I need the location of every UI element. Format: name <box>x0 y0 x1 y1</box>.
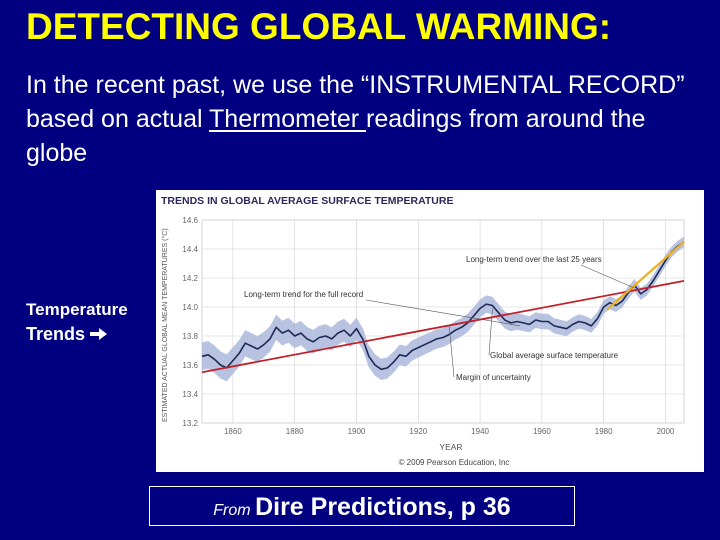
annotation-uncertainty: Margin of uncertainty <box>456 373 531 382</box>
body-paragraph: In the recent past, we use the “INSTRUME… <box>26 68 706 170</box>
x-tick-label: 1880 <box>286 427 304 436</box>
source-caption: From Dire Predictions, p 36 <box>149 486 575 526</box>
annotations: Long-term trend over the last 25 years Lo… <box>244 255 635 382</box>
body-text-underlined: Thermometer <box>209 105 367 133</box>
caption-from: From <box>213 502 251 519</box>
x-tick-label: 1920 <box>409 427 427 436</box>
x-tick-label: 1980 <box>595 427 613 436</box>
leader-line-uncertainty <box>448 325 455 378</box>
y-tick-label: 14.6 <box>182 216 198 225</box>
side-label-line1: Temperature <box>26 300 128 319</box>
global-average-line <box>201 241 685 371</box>
y-tick-label: 13.6 <box>182 361 198 370</box>
y-tick-label: 14.4 <box>182 245 198 254</box>
y-axis-label: ESTIMATED ACTUAL GLOBAL MEAN TEMPERATURE… <box>161 228 169 422</box>
leader-line-global_average <box>488 308 493 356</box>
side-label-line2-text: Trends <box>26 324 86 344</box>
caption-source: Dire Predictions, p 36 <box>255 493 511 521</box>
leader-line-long_trend_recent <box>580 264 635 289</box>
x-tick-label: 1900 <box>348 427 366 436</box>
x-tick-label: 1940 <box>471 427 489 436</box>
annotation-long_trend_full: Long-term trend for the full record <box>244 290 363 299</box>
trend-line-full-record <box>201 280 685 374</box>
side-label-line2: Trends <box>26 322 128 346</box>
trend-line-recent-25-years <box>606 240 685 311</box>
copyright-note: © 2009 Pearson Education, Inc <box>399 458 510 467</box>
series-layer <box>201 240 685 374</box>
side-label: Temperature Trends <box>26 298 128 346</box>
x-tick-label: 1860 <box>224 427 242 436</box>
chart-panel: 14.6 14.4 14.2 14.0 13.8 13.6 13.4 13.2 1860 1880… <box>156 190 704 472</box>
bold-right-arrow-icon <box>90 328 108 340</box>
body-text-start: In the recent past, we use the “INSTRUME… <box>26 71 685 133</box>
leader-line-long_trend_full <box>365 299 521 327</box>
y-tick-label: 13.4 <box>182 390 198 399</box>
annotation-global_average: Global average surface temperature <box>490 351 619 360</box>
temperature-chart: 14.6 14.4 14.2 14.0 13.8 13.6 13.4 13.2 1860 1880… <box>161 195 685 467</box>
uncertainty-band <box>202 236 684 382</box>
x-tick-label: 1960 <box>533 427 551 436</box>
x-tick-label: 2000 <box>657 427 675 436</box>
chart-title: TRENDS IN GLOBAL AVERAGE SURFACE TEMPERA… <box>161 195 453 207</box>
x-axis-label: YEAR <box>439 442 462 452</box>
tick-labels: 14.6 14.4 14.2 14.0 13.8 13.6 13.4 13.2 1860 1880… <box>182 216 674 436</box>
y-tick-label: 13.2 <box>182 419 198 428</box>
y-tick-label: 14.0 <box>182 303 198 312</box>
body-text-end: readings from around the globe <box>26 105 646 167</box>
slide-title: DETECTING GLOBAL WARMING: <box>26 6 612 47</box>
annotation-long_trend_recent: Long-term trend over the last 25 years <box>466 255 602 264</box>
y-tick-label: 14.2 <box>182 274 198 283</box>
uncertainty-band-layer <box>202 236 684 382</box>
y-tick-label: 13.8 <box>182 332 198 341</box>
